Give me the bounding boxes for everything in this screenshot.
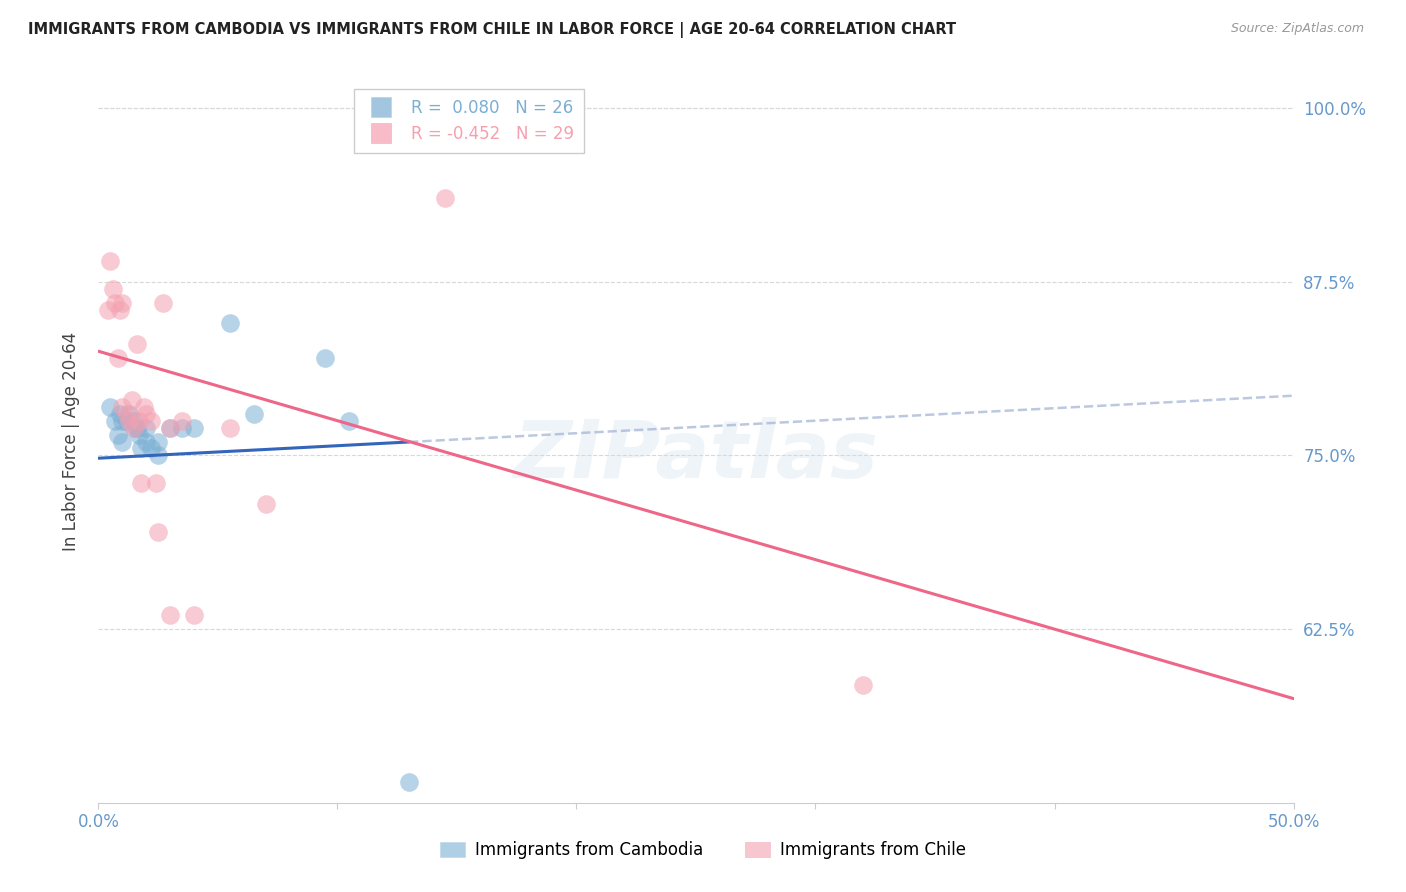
Point xyxy=(97,302,120,317)
Point xyxy=(108,407,131,421)
Point xyxy=(135,407,157,421)
Text: IMMIGRANTS FROM CAMBODIA VS IMMIGRANTS FROM CHILE IN LABOR FORCE | AGE 20-64 COR: IMMIGRANTS FROM CAMBODIA VS IMMIGRANTS F… xyxy=(28,22,956,38)
Point xyxy=(219,420,242,434)
Text: Source: ZipAtlas.com: Source: ZipAtlas.com xyxy=(1230,22,1364,36)
Point xyxy=(104,414,127,428)
Point xyxy=(104,295,127,310)
Point xyxy=(434,191,457,205)
Point xyxy=(101,282,124,296)
Point xyxy=(398,775,420,789)
Point xyxy=(172,414,194,428)
Point xyxy=(159,420,181,434)
Point xyxy=(852,678,875,692)
Point xyxy=(159,420,181,434)
Point xyxy=(98,400,122,414)
Point xyxy=(148,434,170,449)
Point xyxy=(131,442,153,456)
Point xyxy=(107,427,129,442)
Point xyxy=(148,524,170,539)
Point xyxy=(111,295,134,310)
Point xyxy=(108,302,131,317)
Point xyxy=(148,449,170,463)
Text: ZIPatlas: ZIPatlas xyxy=(513,417,879,495)
Legend: R =  0.080   N = 26, R = -0.452   N = 29: R = 0.080 N = 26, R = -0.452 N = 29 xyxy=(354,88,583,153)
Point xyxy=(139,442,162,456)
Point xyxy=(121,392,143,407)
Point xyxy=(115,407,138,421)
Point xyxy=(98,253,122,268)
Point xyxy=(111,400,134,414)
Point xyxy=(128,427,150,442)
Point xyxy=(107,351,129,366)
Point xyxy=(124,420,146,434)
Point xyxy=(115,414,138,428)
Point xyxy=(135,420,157,434)
Point xyxy=(131,476,153,491)
Point xyxy=(124,414,146,428)
Point xyxy=(254,497,277,511)
Point xyxy=(172,420,194,434)
Point xyxy=(159,608,181,623)
Point xyxy=(125,337,148,351)
Point xyxy=(243,407,266,421)
Point xyxy=(339,414,361,428)
Point xyxy=(111,434,134,449)
Y-axis label: In Labor Force | Age 20-64: In Labor Force | Age 20-64 xyxy=(62,332,80,551)
Point xyxy=(139,414,162,428)
Point xyxy=(132,400,155,414)
Point xyxy=(183,608,205,623)
Point xyxy=(152,295,174,310)
Point xyxy=(145,476,167,491)
Point xyxy=(111,414,134,428)
Point xyxy=(135,434,157,449)
Point xyxy=(124,420,146,434)
Point xyxy=(118,414,141,428)
Point xyxy=(315,351,337,366)
Point xyxy=(125,420,148,434)
Point xyxy=(219,317,242,331)
Legend: Immigrants from Cambodia, Immigrants from Chile: Immigrants from Cambodia, Immigrants fro… xyxy=(433,835,973,866)
Point xyxy=(128,414,150,428)
Point xyxy=(183,420,205,434)
Point xyxy=(118,407,141,421)
